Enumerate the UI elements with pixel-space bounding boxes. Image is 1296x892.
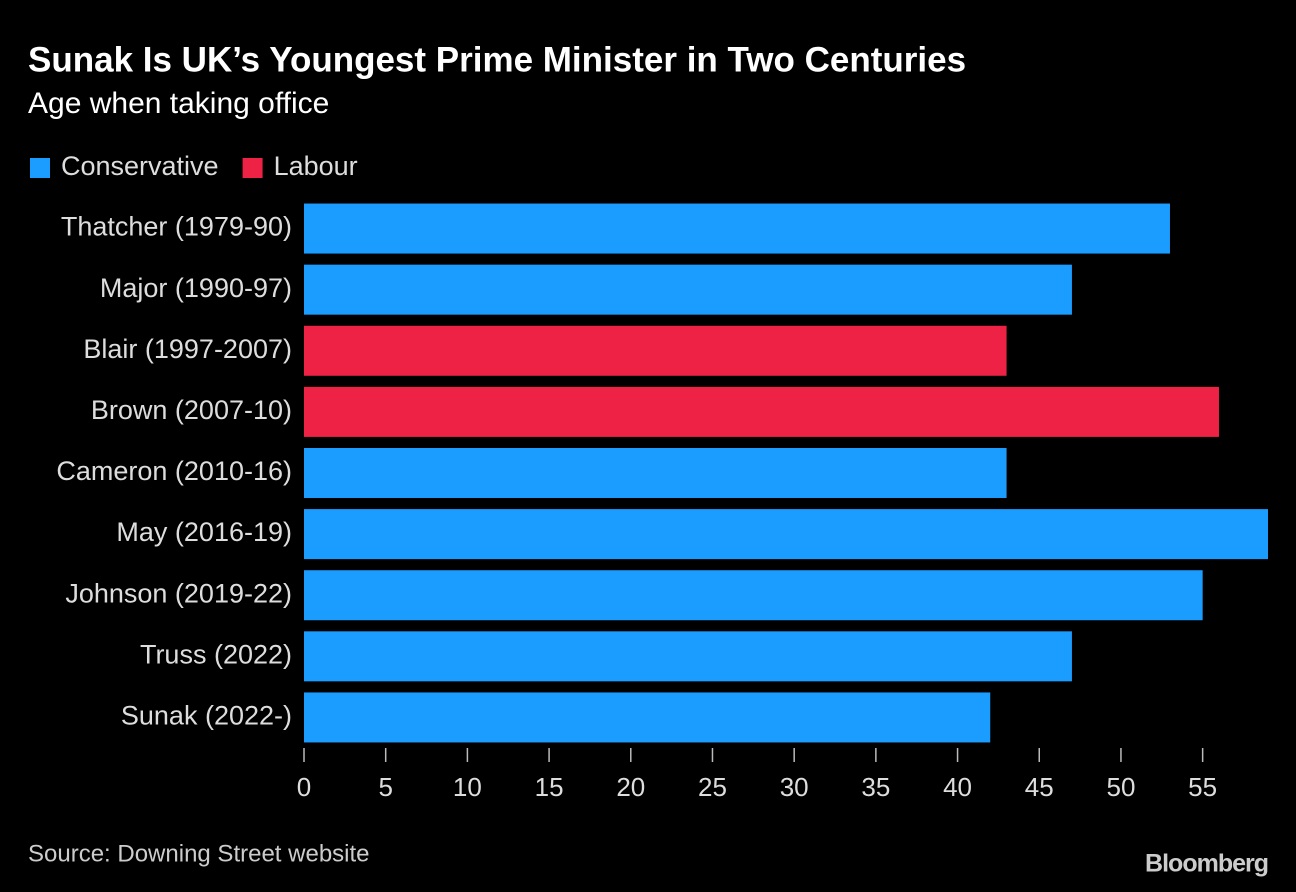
bar [304, 631, 1072, 682]
legend-swatch [242, 158, 263, 178]
legend-label: Conservative [61, 151, 219, 181]
y-tick-label: Brown (2007-10) [91, 395, 292, 425]
y-tick-label: May (2016-19) [116, 517, 292, 547]
legend-label: Labour [274, 151, 358, 181]
chart-subtitle: Age when taking office [28, 87, 329, 120]
x-tick-label: 50 [1106, 772, 1135, 802]
y-tick-label: Cameron (2010-16) [56, 456, 292, 486]
y-tick-label: Johnson (2019-22) [65, 578, 292, 608]
x-tick-label: 0 [297, 772, 311, 802]
y-tick-label: Sunak (2022-) [121, 701, 292, 731]
x-tick-label: 10 [453, 772, 482, 802]
x-tick-label: 15 [535, 772, 564, 802]
y-tick-label: Blair (1997-2007) [83, 334, 292, 364]
source-note: Source: Downing Street website [28, 840, 370, 867]
bar [304, 448, 1007, 498]
bar [304, 203, 1170, 254]
x-tick-label: 40 [943, 772, 972, 802]
x-tick-label: 55 [1188, 772, 1217, 802]
x-tick-label: 45 [1025, 772, 1054, 802]
y-tick-label: Truss (2022) [140, 639, 292, 669]
x-tick-label: 25 [698, 772, 727, 802]
credit: Bloomberg [1145, 850, 1268, 878]
y-tick-label: Major (1990-97) [100, 273, 292, 303]
chart-title: Sunak Is UK’s Youngest Prime Minister in… [28, 40, 966, 79]
bar [304, 692, 991, 743]
x-tick-label: 35 [861, 772, 890, 802]
x-tick-label: 30 [780, 772, 809, 802]
y-tick-label: Thatcher (1979-90) [61, 212, 292, 242]
x-tick-label: 5 [378, 772, 392, 802]
bar [304, 570, 1203, 621]
bar [304, 509, 1268, 560]
x-tick-label: 20 [616, 772, 645, 802]
bar [304, 264, 1072, 315]
bar [304, 325, 1007, 376]
bar [304, 386, 1219, 437]
legend-swatch [30, 158, 50, 178]
